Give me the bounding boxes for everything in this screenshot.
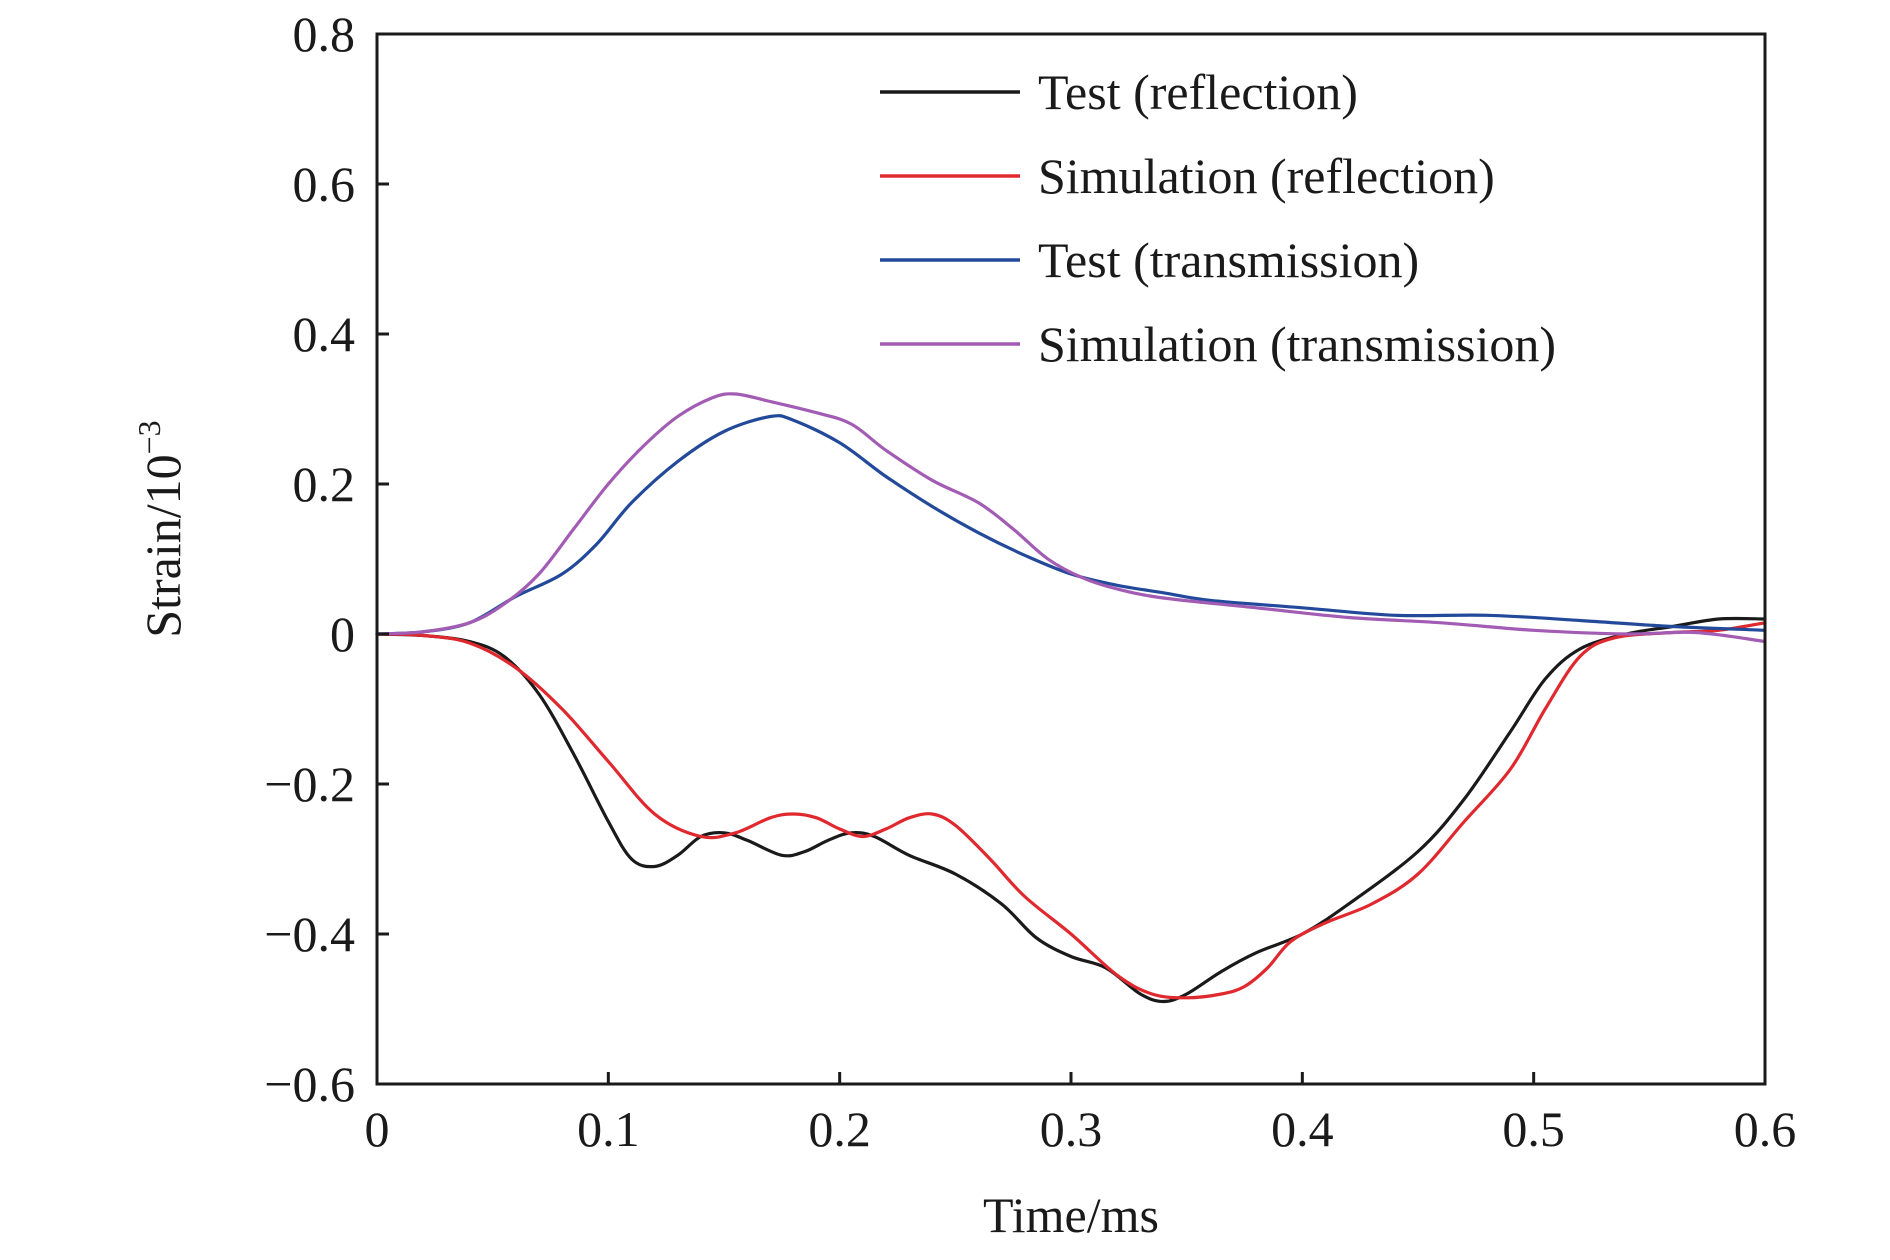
series-line-test-transmission xyxy=(375,414,1767,636)
x-axis-label: Time/ms xyxy=(983,1187,1159,1243)
legend-label-simulation-reflection: Simulation (reflection) xyxy=(1038,148,1495,204)
x-tick-label: 0 xyxy=(365,1101,390,1157)
x-axis: 0 0.1 0.2 0.3 0.4 0.5 0.6 xyxy=(365,1072,1797,1157)
series-line-simulation-transmission xyxy=(375,392,1767,644)
y-tick-label: −0.4 xyxy=(264,906,355,962)
legend-label-test-transmission: Test (transmission) xyxy=(1038,232,1419,288)
series-layer xyxy=(375,392,1767,1004)
y-axis: −0.6 −0.4 −0.2 0 0.2 0.4 0.6 0.8 xyxy=(264,6,389,1112)
y-axis-label: Strain/10−3 xyxy=(131,420,191,637)
y-tick-label: −0.6 xyxy=(264,1056,355,1112)
x-tick-label: 0.3 xyxy=(1040,1101,1103,1157)
y-axis-label-base: Strain/10 xyxy=(135,454,191,637)
y-tick-label: 0.4 xyxy=(293,306,356,362)
y-axis-label-exponent: −3 xyxy=(131,420,167,454)
legend-label-simulation-transmission: Simulation (transmission) xyxy=(1038,316,1556,372)
x-tick-label: 0.1 xyxy=(577,1101,640,1157)
x-tick-label: 0.5 xyxy=(1502,1101,1565,1157)
y-tick-label: 0.2 xyxy=(293,456,356,512)
y-tick-label: 0.6 xyxy=(293,156,356,212)
legend-label-test-reflection: Test (reflection) xyxy=(1038,64,1358,120)
y-tick-label: 0.8 xyxy=(293,6,356,62)
x-tick-label: 0.2 xyxy=(808,1101,871,1157)
x-tick-label: 0.6 xyxy=(1734,1101,1797,1157)
series-line-test-reflection xyxy=(375,616,1767,1004)
legend: Test (reflection) Simulation (reflection)… xyxy=(880,64,1556,372)
series-line-simulation-reflection xyxy=(375,621,1767,1000)
y-tick-label: −0.2 xyxy=(264,756,355,812)
x-tick-label: 0.4 xyxy=(1271,1101,1334,1157)
y-tick-label: 0 xyxy=(330,606,355,662)
